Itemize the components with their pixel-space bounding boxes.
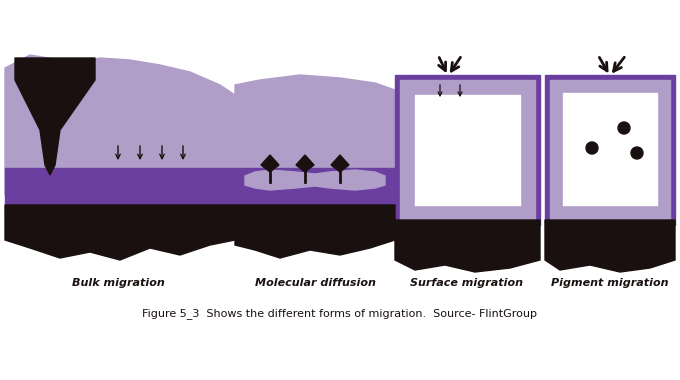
Bar xyxy=(415,95,520,205)
Polygon shape xyxy=(261,155,279,172)
Text: Pigment migration: Pigment migration xyxy=(551,278,668,288)
Text: Molecular diffusion: Molecular diffusion xyxy=(254,278,375,288)
Circle shape xyxy=(618,122,630,134)
Polygon shape xyxy=(245,170,385,190)
Polygon shape xyxy=(296,155,314,172)
Circle shape xyxy=(631,147,643,159)
Polygon shape xyxy=(235,168,395,210)
Bar xyxy=(550,80,670,220)
Bar xyxy=(545,75,675,225)
Circle shape xyxy=(586,142,598,154)
Polygon shape xyxy=(331,155,349,172)
Polygon shape xyxy=(5,168,235,210)
Bar xyxy=(395,75,540,225)
Polygon shape xyxy=(395,220,540,272)
Bar xyxy=(400,80,535,220)
Polygon shape xyxy=(545,220,675,272)
Text: Surface migration: Surface migration xyxy=(411,278,524,288)
Polygon shape xyxy=(235,75,395,174)
Polygon shape xyxy=(235,205,395,258)
Text: Figure 5_3  Shows the different forms of migration.  Source- FlintGroup: Figure 5_3 Shows the different forms of … xyxy=(143,308,537,319)
Text: Bulk migration: Bulk migration xyxy=(71,278,165,288)
Polygon shape xyxy=(5,205,235,260)
Polygon shape xyxy=(15,58,95,175)
Bar xyxy=(563,93,657,205)
Polygon shape xyxy=(5,55,235,195)
